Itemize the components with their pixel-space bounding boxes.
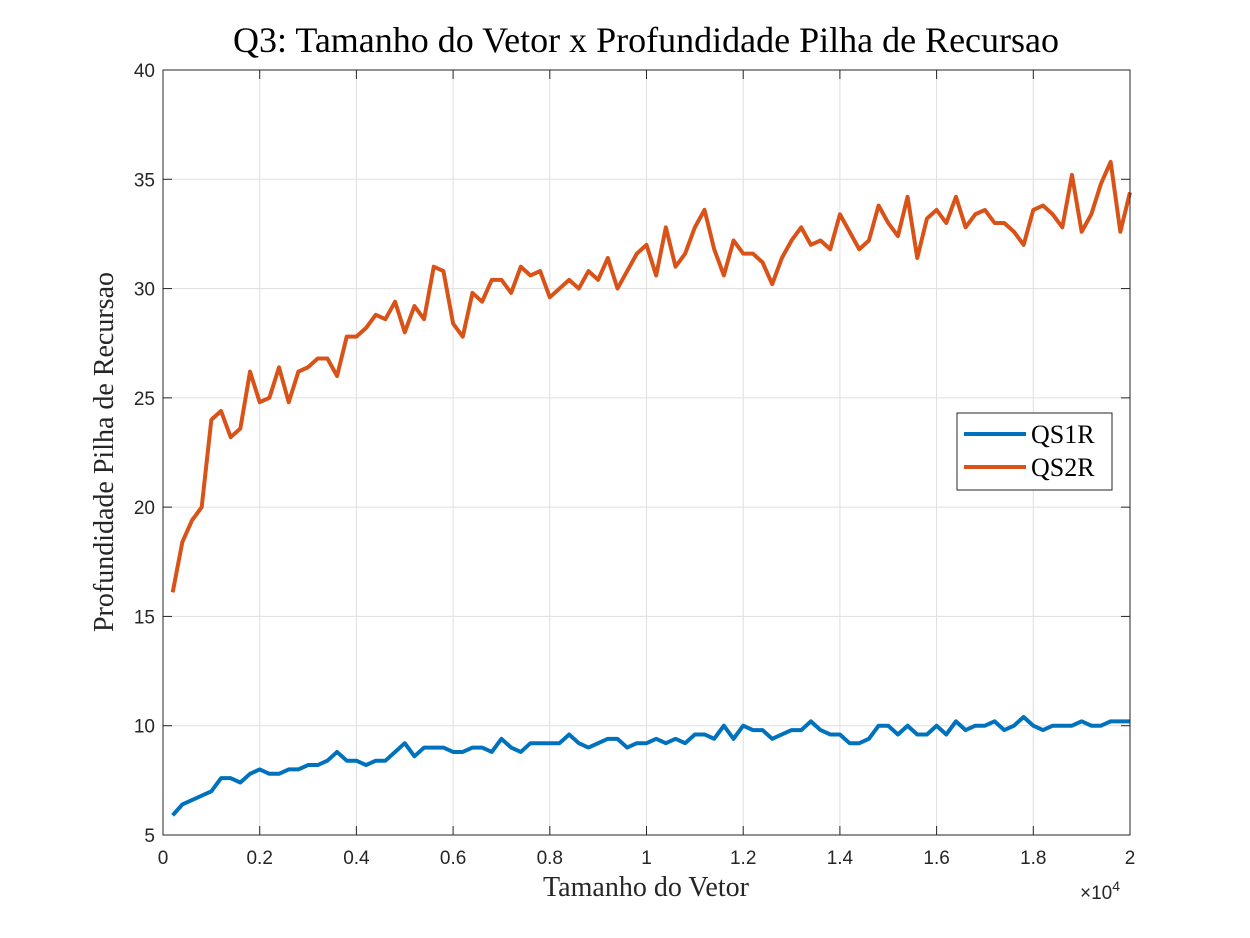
y-tick-label: 20 — [134, 498, 155, 519]
x-tick-label: 0.8 — [537, 848, 563, 869]
x-tick-label: 1.4 — [827, 848, 854, 869]
series-line-qs2r — [170, 159, 1132, 593]
y-tick-label: 15 — [134, 607, 155, 628]
x-tick-label: 0.2 — [246, 848, 272, 869]
x-tick-label: 2 — [1125, 848, 1136, 869]
x-axis-title: Tamanho do Vetor — [543, 872, 750, 903]
x-tick-label: 1 — [641, 848, 652, 869]
x-axis-exponent: ×104 — [1080, 878, 1120, 904]
legend: QS1R QS2R — [956, 412, 1113, 491]
y-tick-label: 10 — [134, 717, 155, 738]
series-line-qs1r — [171, 714, 1130, 817]
chart-title: Q3: Tamanho do Vetor x Profundidade Pilh… — [233, 20, 1059, 60]
y-tick-label: 30 — [134, 280, 155, 301]
x-tick-label: 1.8 — [1020, 848, 1046, 869]
y-tick-label: 5 — [144, 826, 155, 847]
x-tick-label: 0 — [158, 848, 169, 869]
series-layer — [170, 159, 1132, 817]
legend-label-qs2r: QS2R — [1031, 453, 1095, 482]
axis-ticks: 0 0.2 0.4 0.6 0.8 1 1.2 1.4 1.6 1.8 25101520253035… — [134, 61, 1135, 869]
x-tick-label: 0.4 — [343, 848, 370, 869]
y-tick-label: 40 — [134, 61, 155, 82]
x-tick-label: 0.6 — [440, 848, 466, 869]
legend-label-qs1r: QS1R — [1031, 420, 1095, 449]
y-axis-title: Profundidade Pilha de Recursao — [89, 272, 120, 632]
legend-box — [956, 412, 1113, 491]
y-tick-label: 35 — [134, 170, 155, 191]
x-tick-label: 1.2 — [730, 848, 756, 869]
y-tick-label: 25 — [134, 389, 155, 410]
x-tick-label: 1.6 — [923, 848, 949, 869]
